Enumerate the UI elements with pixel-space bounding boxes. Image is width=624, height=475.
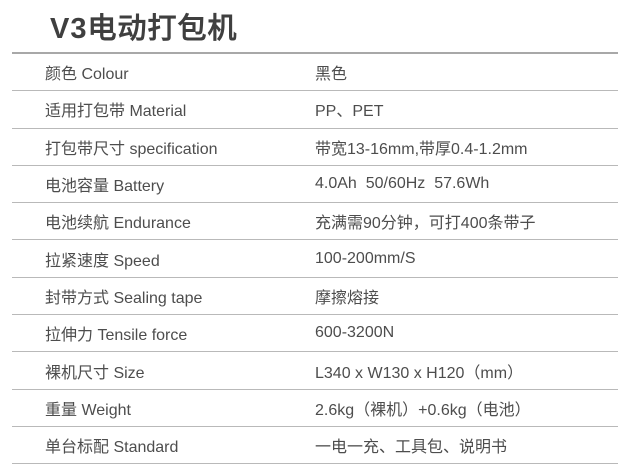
spec-row: 裸机尺寸 Size L340 x W130 x H120（mm） [12, 352, 618, 390]
spec-row: 重量 Weight 2.6kg（裸机）+0.6kg（电池） [12, 390, 618, 427]
spec-row: 打包带尺寸 specification 带宽13-16mm,带厚0.4-1.2m… [12, 129, 618, 166]
spec-row-label: 拉伸力 Tensile force [45, 327, 188, 345]
spec-row-label: 拉紧速度 Speed [45, 252, 160, 270]
spec-row: 封带方式 Sealing tape 摩擦熔接 [12, 278, 618, 316]
page-title: V3电动打包机 [50, 13, 238, 45]
spec-row-value: 黑色 [315, 66, 348, 84]
spec-row-value: 600-3200N [315, 324, 395, 342]
spec-row-label: 重量 Weight [45, 401, 131, 419]
spec-row: 单台标配 Standard 一电一充、工具包、说明书 [12, 427, 618, 465]
spec-row: 拉伸力 Tensile force 600-3200N [12, 315, 618, 353]
spec-row: 适用打包带 Material PP、PET [12, 91, 618, 129]
spec-row-label: 封带方式 Sealing tape [45, 289, 203, 307]
spec-row-value: 4.0Ah 50/60Hz 57.6Wh [315, 175, 490, 193]
spec-row-label: 电池容量 Battery [45, 178, 165, 196]
spec-row-value: L340 x W130 x H120（mm） [315, 364, 524, 382]
spec-row-value: 摩擦熔接 [315, 289, 380, 307]
spec-row: 电池容量 Battery 4.0Ah 50/60Hz 57.6Wh [12, 166, 618, 204]
spec-row-label: 适用打包带 Material [45, 103, 187, 121]
spec-row-label: 电池续航 Endurance [45, 215, 191, 233]
spec-row-value: PP、PET [315, 103, 384, 121]
spec-row-value: 一电一充、工具包、说明书 [315, 439, 508, 457]
spec-row-label: 打包带尺寸 specification [45, 140, 218, 158]
spec-row: 颜色 Colour 黑色 [12, 54, 618, 92]
spec-sheet: V3电动打包机 颜色 Colour 黑色 适用打包带 Material PP、P… [12, 0, 618, 465]
spec-row-value: 带宽13-16mm,带厚0.4-1.2mm [315, 140, 528, 158]
spec-row-value: 2.6kg（裸机）+0.6kg（电池） [315, 401, 531, 419]
spec-row: 电池续航 Endurance 充满需90分钟，可打400条带子 [12, 203, 618, 241]
spec-row-label: 裸机尺寸 Size [45, 364, 145, 382]
spec-row-value: 100-200mm/S [315, 249, 416, 267]
spec-table: 颜色 Colour 黑色 适用打包带 Material PP、PET 打包带尺寸… [12, 52, 618, 465]
spec-row-label: 颜色 Colour [45, 66, 129, 84]
spec-row-value: 充满需90分钟，可打400条带子 [315, 215, 536, 233]
spec-row: 拉紧速度 Speed 100-200mm/S [12, 240, 618, 278]
spec-row-label: 单台标配 Standard [45, 439, 179, 457]
